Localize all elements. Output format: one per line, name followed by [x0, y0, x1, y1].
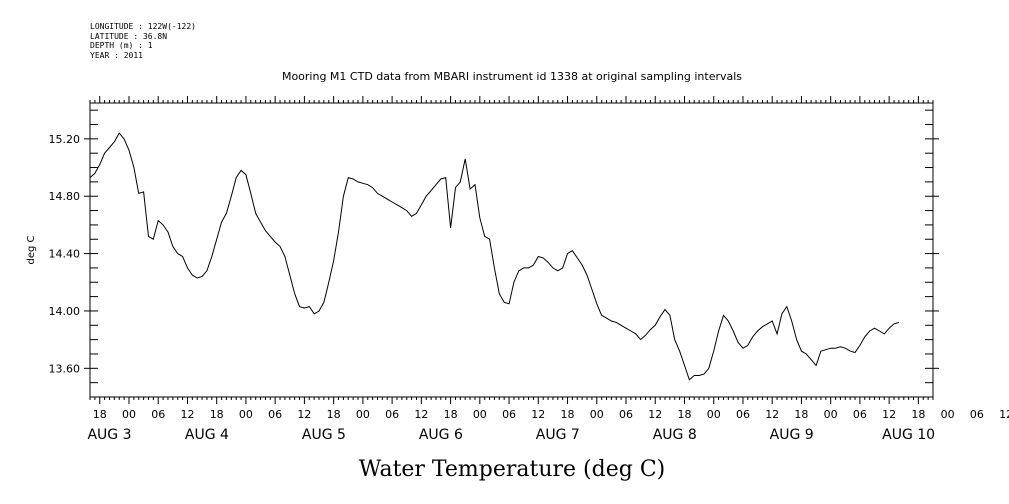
- x-hour-label: 06: [385, 408, 399, 421]
- x-hour-label: 12: [882, 408, 896, 421]
- y-axis-label: deg C: [26, 235, 37, 264]
- x-day-label: AUG 3: [87, 427, 131, 443]
- x-hour-label: 18: [210, 408, 224, 421]
- x-hour-label: 06: [853, 408, 867, 421]
- x-hour-label: 18: [794, 408, 808, 421]
- x-hour-label: 00: [941, 408, 955, 421]
- x-day-label: AUG 6: [419, 427, 463, 443]
- x-hour-label: 18: [93, 408, 107, 421]
- station-metadata: LONGITUDE : 122W(-122) LATITUDE : 36.8N …: [90, 22, 196, 60]
- x-day-label: AUG 8: [653, 427, 697, 443]
- x-day-label: AUG 10: [882, 427, 935, 443]
- year-label: YEAR : 2011: [90, 50, 143, 60]
- latitude-label: LATITUDE : 36.8N: [90, 31, 168, 41]
- x-hour-label: 00: [356, 408, 370, 421]
- x-hour-label: 12: [531, 408, 545, 421]
- x-hour-label: 00: [707, 408, 721, 421]
- x-hour-label: 06: [736, 408, 750, 421]
- x-hour-label: 00: [239, 408, 253, 421]
- x-hour-label: 12: [648, 408, 662, 421]
- y-tick-label: 13.60: [49, 362, 81, 375]
- x-hour-label: 12: [999, 408, 1009, 421]
- plot-frame: [89, 102, 934, 398]
- plot-border: [89, 102, 934, 398]
- x-hour-label: 06: [970, 408, 984, 421]
- y-tick-label: 14.80: [49, 190, 81, 203]
- y-axis: 13.60 14.00 14.40 14.80 15.20: [49, 109, 939, 384]
- y-tick-label: 14.00: [49, 305, 81, 318]
- x-axis: 18 00 06 12 18 00 06 12 18 00 06 12 18 00 06 12 18 00 06 12…: [87, 408, 1009, 443]
- x-hour-label: 00: [473, 408, 487, 421]
- x-hour-label: 18: [677, 408, 691, 421]
- y-tick-label: 15.20: [49, 133, 81, 146]
- depth-label: DEPTH (m) : 1: [90, 41, 153, 50]
- x-hour-label: 00: [824, 408, 838, 421]
- x-day-label: AUG 7: [536, 427, 580, 443]
- minor-ticks: [89, 96, 934, 404]
- x-hour-label: 06: [268, 408, 282, 421]
- x-day-label: AUG 4: [185, 427, 229, 443]
- x-hour-label: 18: [444, 408, 458, 421]
- x-hour-label: 12: [414, 408, 428, 421]
- x-hour-label: 12: [180, 408, 194, 421]
- x-hour-label: 00: [122, 408, 136, 421]
- x-hour-label: 06: [619, 408, 633, 421]
- x-hour-label: 06: [502, 408, 516, 421]
- y-tick-label: 14.40: [49, 248, 81, 261]
- x-day-label: AUG 5: [302, 427, 346, 443]
- longitude-label: LONGITUDE : 122W(-122): [90, 22, 196, 31]
- x-hour-label: 18: [911, 408, 925, 421]
- x-axis-label: Water Temperature (deg C): [359, 457, 666, 482]
- x-hour-label: 12: [297, 408, 311, 421]
- x-hour-label: 18: [561, 408, 575, 421]
- x-hour-label: 06: [151, 408, 165, 421]
- x-hour-label: 12: [765, 408, 779, 421]
- temperature-series-line: [89, 132, 900, 381]
- x-hour-label: 00: [590, 408, 604, 421]
- x-day-label: AUG 9: [770, 427, 814, 443]
- chart-title: Mooring M1 CTD data from MBARI instrumen…: [282, 70, 742, 83]
- x-hour-label: 18: [327, 408, 341, 421]
